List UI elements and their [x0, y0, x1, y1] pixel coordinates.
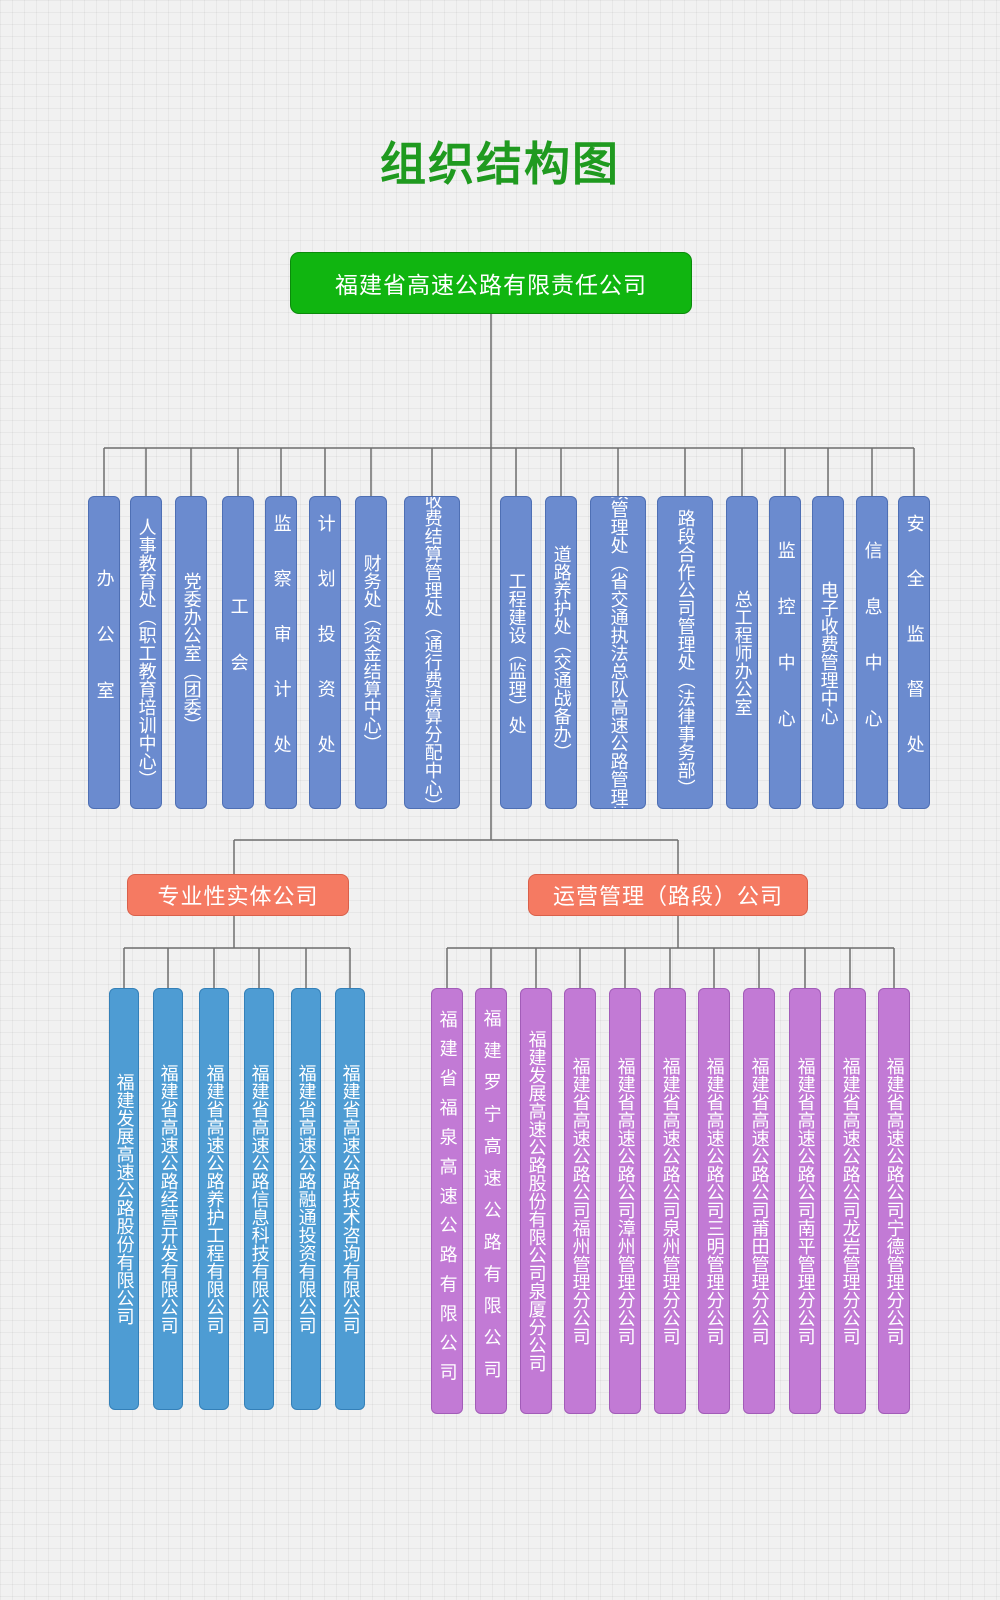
column-text: 监控中心 — [774, 540, 796, 765]
column-text: 福建省高速公路经营开发有限公司 — [157, 1064, 179, 1334]
column-text: 福建省高速公路养护工程有限公司 — [203, 1064, 225, 1334]
column-text: 工程建设（监理）处 — [505, 571, 527, 734]
department-box: 财务处（资金结算中心） — [355, 496, 387, 809]
column-text: 福建省高速公路公司宁德管理分公司 — [883, 1057, 905, 1345]
operation-company-box: 福建罗宁高速公路有限公司 — [475, 988, 507, 1414]
column-text: 党委办公室（团委） — [180, 571, 202, 734]
department-box: 办公室 — [88, 496, 120, 809]
department-box: 路段合作公司管理处 （法律事务部） — [657, 496, 713, 809]
department-box: 工会 — [222, 496, 254, 809]
operation-company-box: 福建省福泉高速公路有限公司 — [431, 988, 463, 1414]
column-text: 福建省福泉高速公路有限公司 — [436, 1009, 458, 1393]
column-text: （通行费清算分配中心） — [421, 616, 443, 809]
column-text: 信息中心 — [861, 540, 883, 765]
entity-group-box: 专业性实体公司 — [127, 874, 349, 916]
operation-company-box: 福建省高速公路公司三明管理分公司 — [698, 988, 730, 1414]
operation-company-box: 福建省高速公路公司漳州管理分公司 — [609, 988, 641, 1414]
column-text: 总工程师办公室 — [731, 589, 753, 716]
department-box: 监控中心 — [769, 496, 801, 809]
column-text: 福建发展高速公路股份有限公司泉厦分公司 — [525, 1030, 547, 1372]
column-text: 福建省高速公路公司南平管理分公司 — [794, 1057, 816, 1345]
page-title: 组织结构图 — [380, 137, 620, 191]
column-text: 福建省高速公路公司莆田管理分公司 — [748, 1057, 770, 1345]
operation-company-box: 福建发展高速公路股份有限公司泉厦分公司 — [520, 988, 552, 1414]
department-box: 安全监督处 — [898, 496, 930, 809]
column-text: 路政管理处 — [607, 496, 629, 554]
entity-company-box: 福建省高速公路养护工程有限公司 — [199, 988, 229, 1410]
entity-company-box: 福建省高速公路经营开发有限公司 — [153, 988, 183, 1410]
operation-company-box: 福建省高速公路公司泉州管理分公司 — [654, 988, 686, 1414]
column-text: 福建省高速公路公司泉州管理分公司 — [659, 1057, 681, 1345]
department-box: 道路养护处（交通战备办） — [545, 496, 577, 809]
column-text: 福建省高速公路公司漳州管理分公司 — [614, 1057, 636, 1345]
column-text: 监察审计处 — [270, 514, 292, 791]
column-text: 福建省高速公路公司三明管理分公司 — [703, 1057, 725, 1345]
column-text: 人事教育处（职工教育培训中心） — [135, 517, 157, 788]
operation-company-box: 福建省高速公路公司南平管理分公司 — [789, 988, 821, 1414]
column-text: 福建省高速公路融通投资有限公司 — [295, 1064, 317, 1334]
department-box: 路政管理处 （省交通执法总队高速公路管理处） — [590, 496, 646, 809]
entity-company-box: 福建省高速公路技术咨询有限公司 — [335, 988, 365, 1410]
column-text: 工会 — [227, 596, 249, 709]
root-company-box: 福建省高速公路有限责任公司 — [290, 252, 692, 314]
operation-group-box: 运营管理（路段）公司 — [528, 874, 808, 916]
column-text: 路段合作公司管理处 — [674, 508, 696, 671]
department-box: 监察审计处 — [265, 496, 297, 809]
operation-company-box: 福建省高速公路公司宁德管理分公司 — [878, 988, 910, 1414]
column-text: 福建省高速公路技术咨询有限公司 — [339, 1064, 361, 1334]
entity-company-box: 福建发展高速公路股份有限公司 — [109, 988, 139, 1410]
entity-company-box: 福建省高速公路融通投资有限公司 — [291, 988, 321, 1410]
department-box: 电子收费管理中心 — [812, 496, 844, 809]
column-text: 福建省高速公路公司福州管理分公司 — [569, 1057, 591, 1345]
department-box: 工程建设（监理）处 — [500, 496, 532, 809]
department-box: 收费结算管理处 （通行费清算分配中心） — [404, 496, 460, 809]
column-text: 计划投资处 — [314, 514, 336, 791]
operation-company-box: 福建省高速公路公司福州管理分公司 — [564, 988, 596, 1414]
department-box: 党委办公室（团委） — [175, 496, 207, 809]
department-box: 信息中心 — [856, 496, 888, 809]
operation-company-box: 福建省高速公路公司龙岩管理分公司 — [834, 988, 866, 1414]
column-text: （法律事务部） — [674, 670, 696, 797]
column-text: 福建省高速公路信息科技有限公司 — [248, 1064, 270, 1334]
column-text: 福建发展高速公路股份有限公司 — [113, 1073, 135, 1325]
column-text: 道路养护处（交通战备办） — [550, 544, 572, 761]
column-text: 财务处（资金结算中心） — [360, 553, 382, 752]
department-box: 人事教育处（职工教育培训中心） — [130, 496, 162, 809]
column-text: 福建省高速公路公司龙岩管理分公司 — [839, 1057, 861, 1345]
department-box: 计划投资处 — [309, 496, 341, 809]
column-text: （省交通执法总队高速公路管理处） — [607, 553, 629, 809]
column-text: 安全监督处 — [903, 514, 925, 791]
entity-company-box: 福建省高速公路信息科技有限公司 — [244, 988, 274, 1410]
column-text: 福建罗宁高速公路有限公司 — [480, 1009, 502, 1393]
column-text: 电子收费管理中心 — [817, 580, 839, 725]
operation-company-box: 福建省高速公路公司莆田管理分公司 — [743, 988, 775, 1414]
column-text: 办公室 — [93, 568, 115, 737]
department-box: 总工程师办公室 — [726, 496, 758, 809]
column-text: 收费结算管理处 — [421, 496, 443, 617]
